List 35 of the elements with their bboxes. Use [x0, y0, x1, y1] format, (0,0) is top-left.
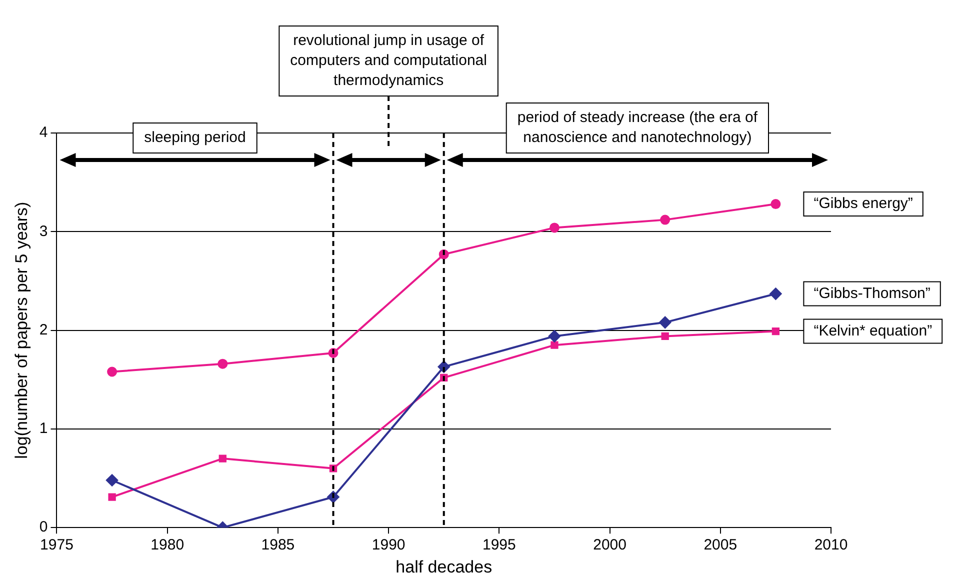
- point: [770, 288, 782, 300]
- annotation: sleeping period: [144, 129, 246, 146]
- x-tick-label: 1995: [482, 536, 516, 554]
- point: [548, 330, 560, 342]
- point: [659, 316, 672, 328]
- point: [770, 199, 781, 210]
- x-tick-label: 1975: [40, 536, 74, 554]
- point: [550, 341, 558, 349]
- text: “Gibbs-Thomson”: [814, 284, 930, 302]
- text: “Gibbs energy”: [814, 195, 913, 212]
- text: revolutional jump in usage of computers and computational thermodynamics: [290, 32, 487, 90]
- x-tick-label: 2010: [814, 536, 848, 554]
- x-tick-label: 1980: [150, 536, 184, 554]
- y-axis-title: log(number of papers per 5 years): [12, 202, 31, 459]
- y-tick-label: 3: [39, 222, 48, 240]
- point: [107, 366, 118, 377]
- point: [661, 332, 669, 340]
- point: [108, 493, 116, 501]
- x-tick-label: 1990: [372, 536, 406, 554]
- point: [106, 474, 118, 486]
- point: [549, 222, 560, 233]
- point: [660, 214, 670, 225]
- x-tick-label: 2005: [704, 536, 738, 554]
- point: [772, 327, 780, 336]
- y-tick-label: 1: [39, 420, 48, 438]
- y-tick-label: 0: [39, 518, 48, 536]
- point: [218, 358, 228, 369]
- x-tick-label: 2000: [593, 536, 626, 554]
- point: [218, 454, 226, 462]
- y-tick-label: 4: [39, 124, 48, 142]
- x-axis-title: half decades: [396, 557, 492, 576]
- annotation: period of steady increase (the era of nanoscience and nanotechnology): [517, 109, 758, 146]
- text: “Kelvin* equation”: [814, 322, 932, 340]
- x-tick-label: 1985: [261, 536, 295, 554]
- y-tick-label: 2: [39, 321, 48, 338]
